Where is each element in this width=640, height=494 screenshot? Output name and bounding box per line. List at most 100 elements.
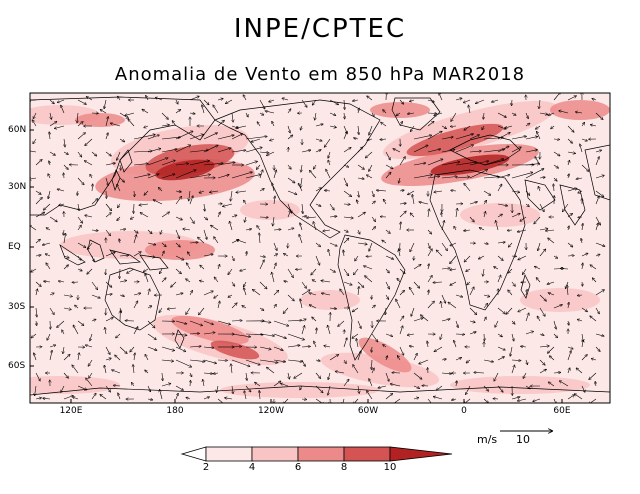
wind-vector <box>63 256 69 258</box>
wind-vector <box>315 124 323 127</box>
wind-vector <box>358 385 359 393</box>
wind-vector <box>582 224 583 231</box>
wind-vector <box>385 229 390 233</box>
wind-vector <box>469 216 474 222</box>
wind-vector <box>49 132 50 140</box>
wind-vector <box>133 229 138 233</box>
wind-vector <box>329 216 337 217</box>
wind-vector <box>567 285 568 296</box>
wind-vector <box>385 333 393 336</box>
wind-vector <box>301 290 310 296</box>
wind-vector <box>203 229 207 239</box>
wind-vector <box>427 159 443 166</box>
wind-vector <box>203 380 204 387</box>
wind-vector <box>497 333 502 337</box>
wind-vector <box>534 216 541 224</box>
wind-vector <box>274 305 276 309</box>
wind-vector <box>553 372 561 373</box>
wind-vector <box>450 269 457 270</box>
wind-vector <box>89 372 93 378</box>
wind-vector <box>231 359 250 366</box>
wind-vector <box>200 281 205 282</box>
wind-vector <box>91 199 98 205</box>
wind-vector <box>72 365 79 374</box>
wind-vector <box>539 203 544 212</box>
wind-vector <box>377 190 387 191</box>
wind-vector <box>367 391 373 400</box>
wind-vector <box>153 200 163 205</box>
wind-vector <box>175 293 183 296</box>
wind-vector <box>436 250 443 257</box>
wind-vector <box>353 307 359 312</box>
wind-vector <box>211 225 219 231</box>
wind-vector <box>455 320 458 327</box>
wind-vector <box>505 125 513 128</box>
wind-vector <box>228 268 233 274</box>
wind-vector <box>91 393 96 400</box>
wind-vector <box>104 365 107 374</box>
wind-vector <box>399 268 405 273</box>
wind-vector <box>536 125 541 129</box>
wind-vector <box>367 96 373 101</box>
wind-vector <box>383 199 387 205</box>
wind-vector <box>434 346 443 352</box>
wind-vector <box>413 318 423 322</box>
wind-vector <box>451 126 457 127</box>
wind-vector <box>355 255 359 261</box>
wind-vector <box>525 169 544 179</box>
wind-vector <box>582 281 583 286</box>
wind-vector <box>204 203 205 211</box>
wind-vector <box>231 347 241 348</box>
wind-vector <box>255 382 261 387</box>
wind-vector <box>273 229 281 230</box>
wind-vector <box>315 138 322 141</box>
wind-vector <box>175 334 187 335</box>
wind-vector <box>199 307 205 315</box>
wind-vector <box>559 111 569 114</box>
wind-vector <box>35 160 42 166</box>
wind-vector <box>232 385 233 394</box>
wind-vector <box>413 372 422 379</box>
wind-vector <box>259 189 264 192</box>
wind-vector <box>548 346 555 353</box>
wind-vector <box>189 113 195 114</box>
wind-vector <box>128 119 135 127</box>
wind-vector <box>427 242 430 248</box>
wind-vector <box>199 191 205 193</box>
wind-vector <box>213 373 219 374</box>
wind-vector <box>497 346 505 350</box>
wind-vector <box>115 355 121 361</box>
wind-vector <box>366 151 373 158</box>
wind-vector <box>314 164 317 169</box>
wind-vector <box>214 237 219 244</box>
wind-vector <box>581 164 589 171</box>
wind-vector <box>344 359 346 363</box>
colorbar-tick: 6 <box>294 462 302 473</box>
wind-vector <box>35 255 41 256</box>
wind-vector <box>523 268 527 274</box>
wind-vector <box>357 200 358 205</box>
wind-vector <box>47 333 51 340</box>
wind-vector <box>287 333 304 340</box>
wind-vector <box>567 152 575 153</box>
wind-vector <box>147 229 152 234</box>
wind-vector <box>273 320 289 326</box>
wind-vector <box>483 268 484 276</box>
wind-vector <box>343 398 345 403</box>
wind-vector <box>383 110 387 114</box>
wind-vector <box>456 381 457 387</box>
wind-vector <box>189 333 199 334</box>
wind-vector <box>64 138 65 147</box>
map-frame <box>29 92 611 404</box>
wind-vector <box>189 320 202 326</box>
wind-vector <box>358 190 359 197</box>
wind-vector <box>399 211 406 218</box>
wind-vector <box>595 346 600 351</box>
wind-vector <box>589 398 597 403</box>
wind-vector <box>381 122 387 127</box>
wind-vector <box>340 289 345 296</box>
wind-vector <box>439 93 443 101</box>
wind-vector <box>189 190 190 201</box>
wind-vector <box>357 212 365 218</box>
wind-vector <box>581 307 587 312</box>
